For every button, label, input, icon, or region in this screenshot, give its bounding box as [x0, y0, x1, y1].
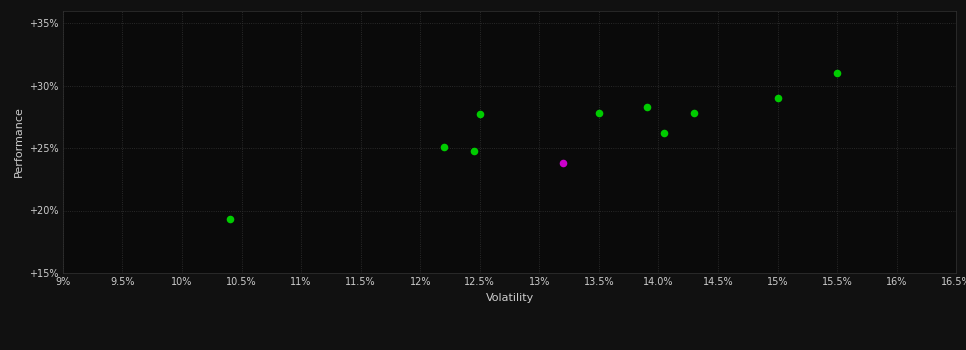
Point: [222, 216, 238, 222]
Point: [591, 110, 607, 116]
Point: [466, 148, 481, 153]
Point: [472, 111, 488, 117]
X-axis label: Volatility: Volatility: [486, 293, 533, 303]
Point: [555, 160, 571, 166]
Point: [687, 110, 702, 116]
Y-axis label: Performance: Performance: [14, 106, 23, 177]
Point: [830, 70, 845, 76]
Point: [657, 130, 672, 136]
Point: [639, 104, 654, 110]
Point: [437, 144, 452, 149]
Point: [770, 95, 785, 101]
